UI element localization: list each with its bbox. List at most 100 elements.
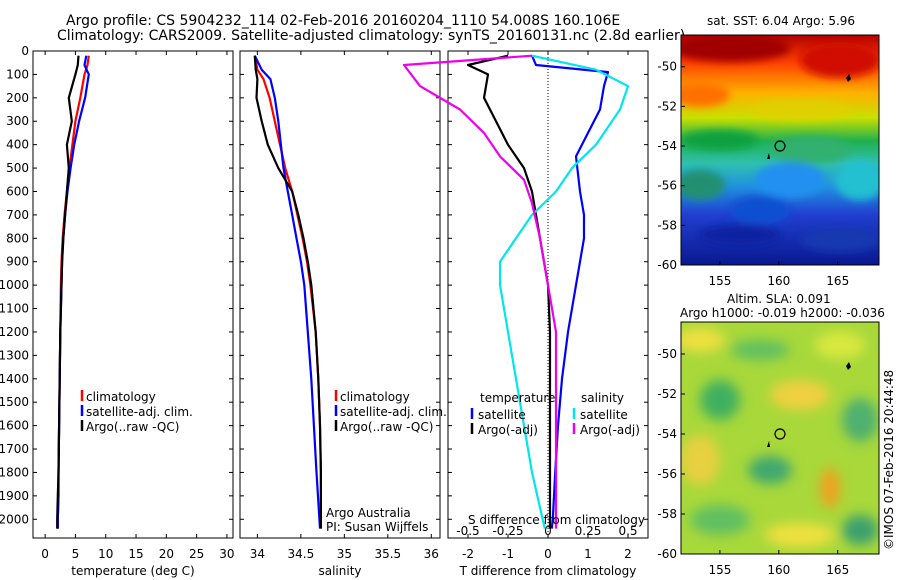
profile-panel-2: 34 34.5 35 35.5 36 salinity climatologysatelli… [239,50,447,578]
panel-frame [32,50,234,539]
map-y-tick-label: -50 [657,347,677,361]
map-x-tick-label: 155 [708,563,731,577]
map-axes-1: -50 -52 -54 -56 -58 -60 155 160 165 [657,60,851,288]
island-mark [846,362,851,370]
map-y-tick-label: -50 [657,60,677,74]
sst-map-title: sat. SST: 6.04 Argo: 5.96 [707,14,856,28]
series-line-0 [530,55,610,529]
x-tick-label: 36 [424,547,439,561]
x-tick-label: 34 [250,547,265,561]
x-tick-label: 0 [41,547,49,561]
map-y-tick-label: -54 [657,139,677,153]
ts-legend-header-salinity: salinity [581,391,625,405]
y-tick-label: 300 [6,114,29,128]
island-mark [846,74,851,83]
y-tick-label: 1300 [0,348,29,362]
y-tick-label: 800 [6,231,29,245]
sst-map-frame [680,34,880,266]
map-x-tick-label: 155 [708,274,731,288]
argo-position-marker [774,428,786,440]
map-y-tick-label: -56 [657,467,677,481]
map-y-tick-label: -52 [657,387,677,401]
y-tick-label: 200 [6,91,29,105]
sla-map-frame [680,321,880,555]
x-tick-label: 34.5 [288,547,315,561]
map-y-tick-label: -56 [657,179,677,193]
y-tick-label: 400 [6,138,29,152]
sst-map [681,35,879,265]
y-tick-label: 600 [6,184,29,198]
y-tick-label: 500 [6,161,29,175]
s-diff-tick-label: 0.25 [575,524,602,538]
series-line-1 [253,55,322,529]
header-line-2: Climatology: CARS2009. Satellite-adjuste… [57,28,686,44]
y-tick-label: 1700 [0,442,29,456]
argo-position-marker [774,140,786,152]
legend-label: satellite [580,408,628,422]
map-x-tick-label: 160 [767,274,790,288]
y-tick-label: 1100 [0,302,29,316]
map-y-tick-label: -52 [657,99,677,113]
s-diff-axis-label: S difference from climatology [468,513,645,527]
legend-label: Argo(-adj) [580,423,640,437]
y-tick-label: 100 [6,67,29,81]
map-y-tick-label: -60 [657,547,677,561]
y-tick-label: 900 [6,255,29,269]
x-tick-label: 20 [159,547,174,561]
x-tick-label: -1 [502,547,514,561]
legend-label: satellite [478,408,526,422]
legend-label: climatology [86,390,156,404]
sla-map-subtitle: Argo h1000: -0.019 h2000: -0.036 [680,306,885,320]
island-mark [767,153,770,160]
x-tick-label: 10 [98,547,113,561]
y-tick-label: 1500 [0,395,29,409]
legend-label: Argo(-adj) [478,423,538,437]
x-tick-label: 35.5 [374,547,401,561]
x-tick-label: -2 [462,547,474,561]
argo-australia-label: Argo Australia [326,506,411,520]
map-y-tick-label: -58 [657,507,677,521]
s-diff-tick-label: 0.5 [618,524,637,538]
pi-label: PI: Susan Wijffels [326,520,429,534]
map-y-tick-label: -60 [657,258,677,272]
x-tick-label: 5 [72,547,80,561]
x-axis-label: T difference from climatology [459,564,637,578]
map-x-tick-label: 165 [826,563,849,577]
map-x-tick-label: 165 [826,274,849,288]
y-tick-label: 2000 [0,512,29,526]
header-line-1: Argo profile: CS 5904232_114 02-Feb-2016… [66,13,621,29]
y-tick-label: 1000 [0,278,29,292]
imos-timestamp: ©IMOS 07-Feb-2016 20:44:48 [882,369,896,550]
x-tick-label: 30 [219,547,234,561]
legend-label: satellite-adj. clim. [86,405,193,419]
ts-legend-header-temperature: temperature [480,391,556,405]
map-axes-2: -50 -52 -54 -56 -58 -60 155 160 165 [657,347,851,577]
y-tick-label: 1900 [0,489,29,503]
series-line-2 [56,55,80,529]
series-line-2 [498,54,630,529]
x-tick-label: 35 [337,547,352,561]
map-y-tick-label: -54 [657,427,677,441]
profile-panel-1: 0100200300400500600700800900100011001200… [0,44,235,578]
s-diff-tick-label: 0 [544,524,552,538]
panel-frame [239,50,441,539]
x-tick-label: 2 [624,547,632,561]
legend-label: climatology [340,390,410,404]
y-tick-label: 1800 [0,465,29,479]
map-y-tick-label: -58 [657,218,677,232]
x-tick-label: 15 [128,547,143,561]
x-tick-label: 25 [189,547,204,561]
x-axis-label: salinity [318,564,361,578]
y-tick-label: 0 [21,44,29,58]
sla-map [681,322,879,554]
y-tick-label: 1200 [0,325,29,339]
legend-label: Argo(..raw -QC) [340,420,433,434]
sla-map-title: Altim. SLA: 0.091 [727,292,831,306]
profile-panel-3: -2 -1 0 1 2 T difference from climatology -0.5… [402,50,649,578]
legend-label: satellite-adj. clim. [340,405,447,419]
legend-label: Argo(..raw -QC) [86,420,179,434]
island-mark [767,441,770,447]
y-tick-label: 1400 [0,372,29,386]
map-x-tick-label: 160 [767,563,790,577]
series-line-3 [402,54,558,529]
